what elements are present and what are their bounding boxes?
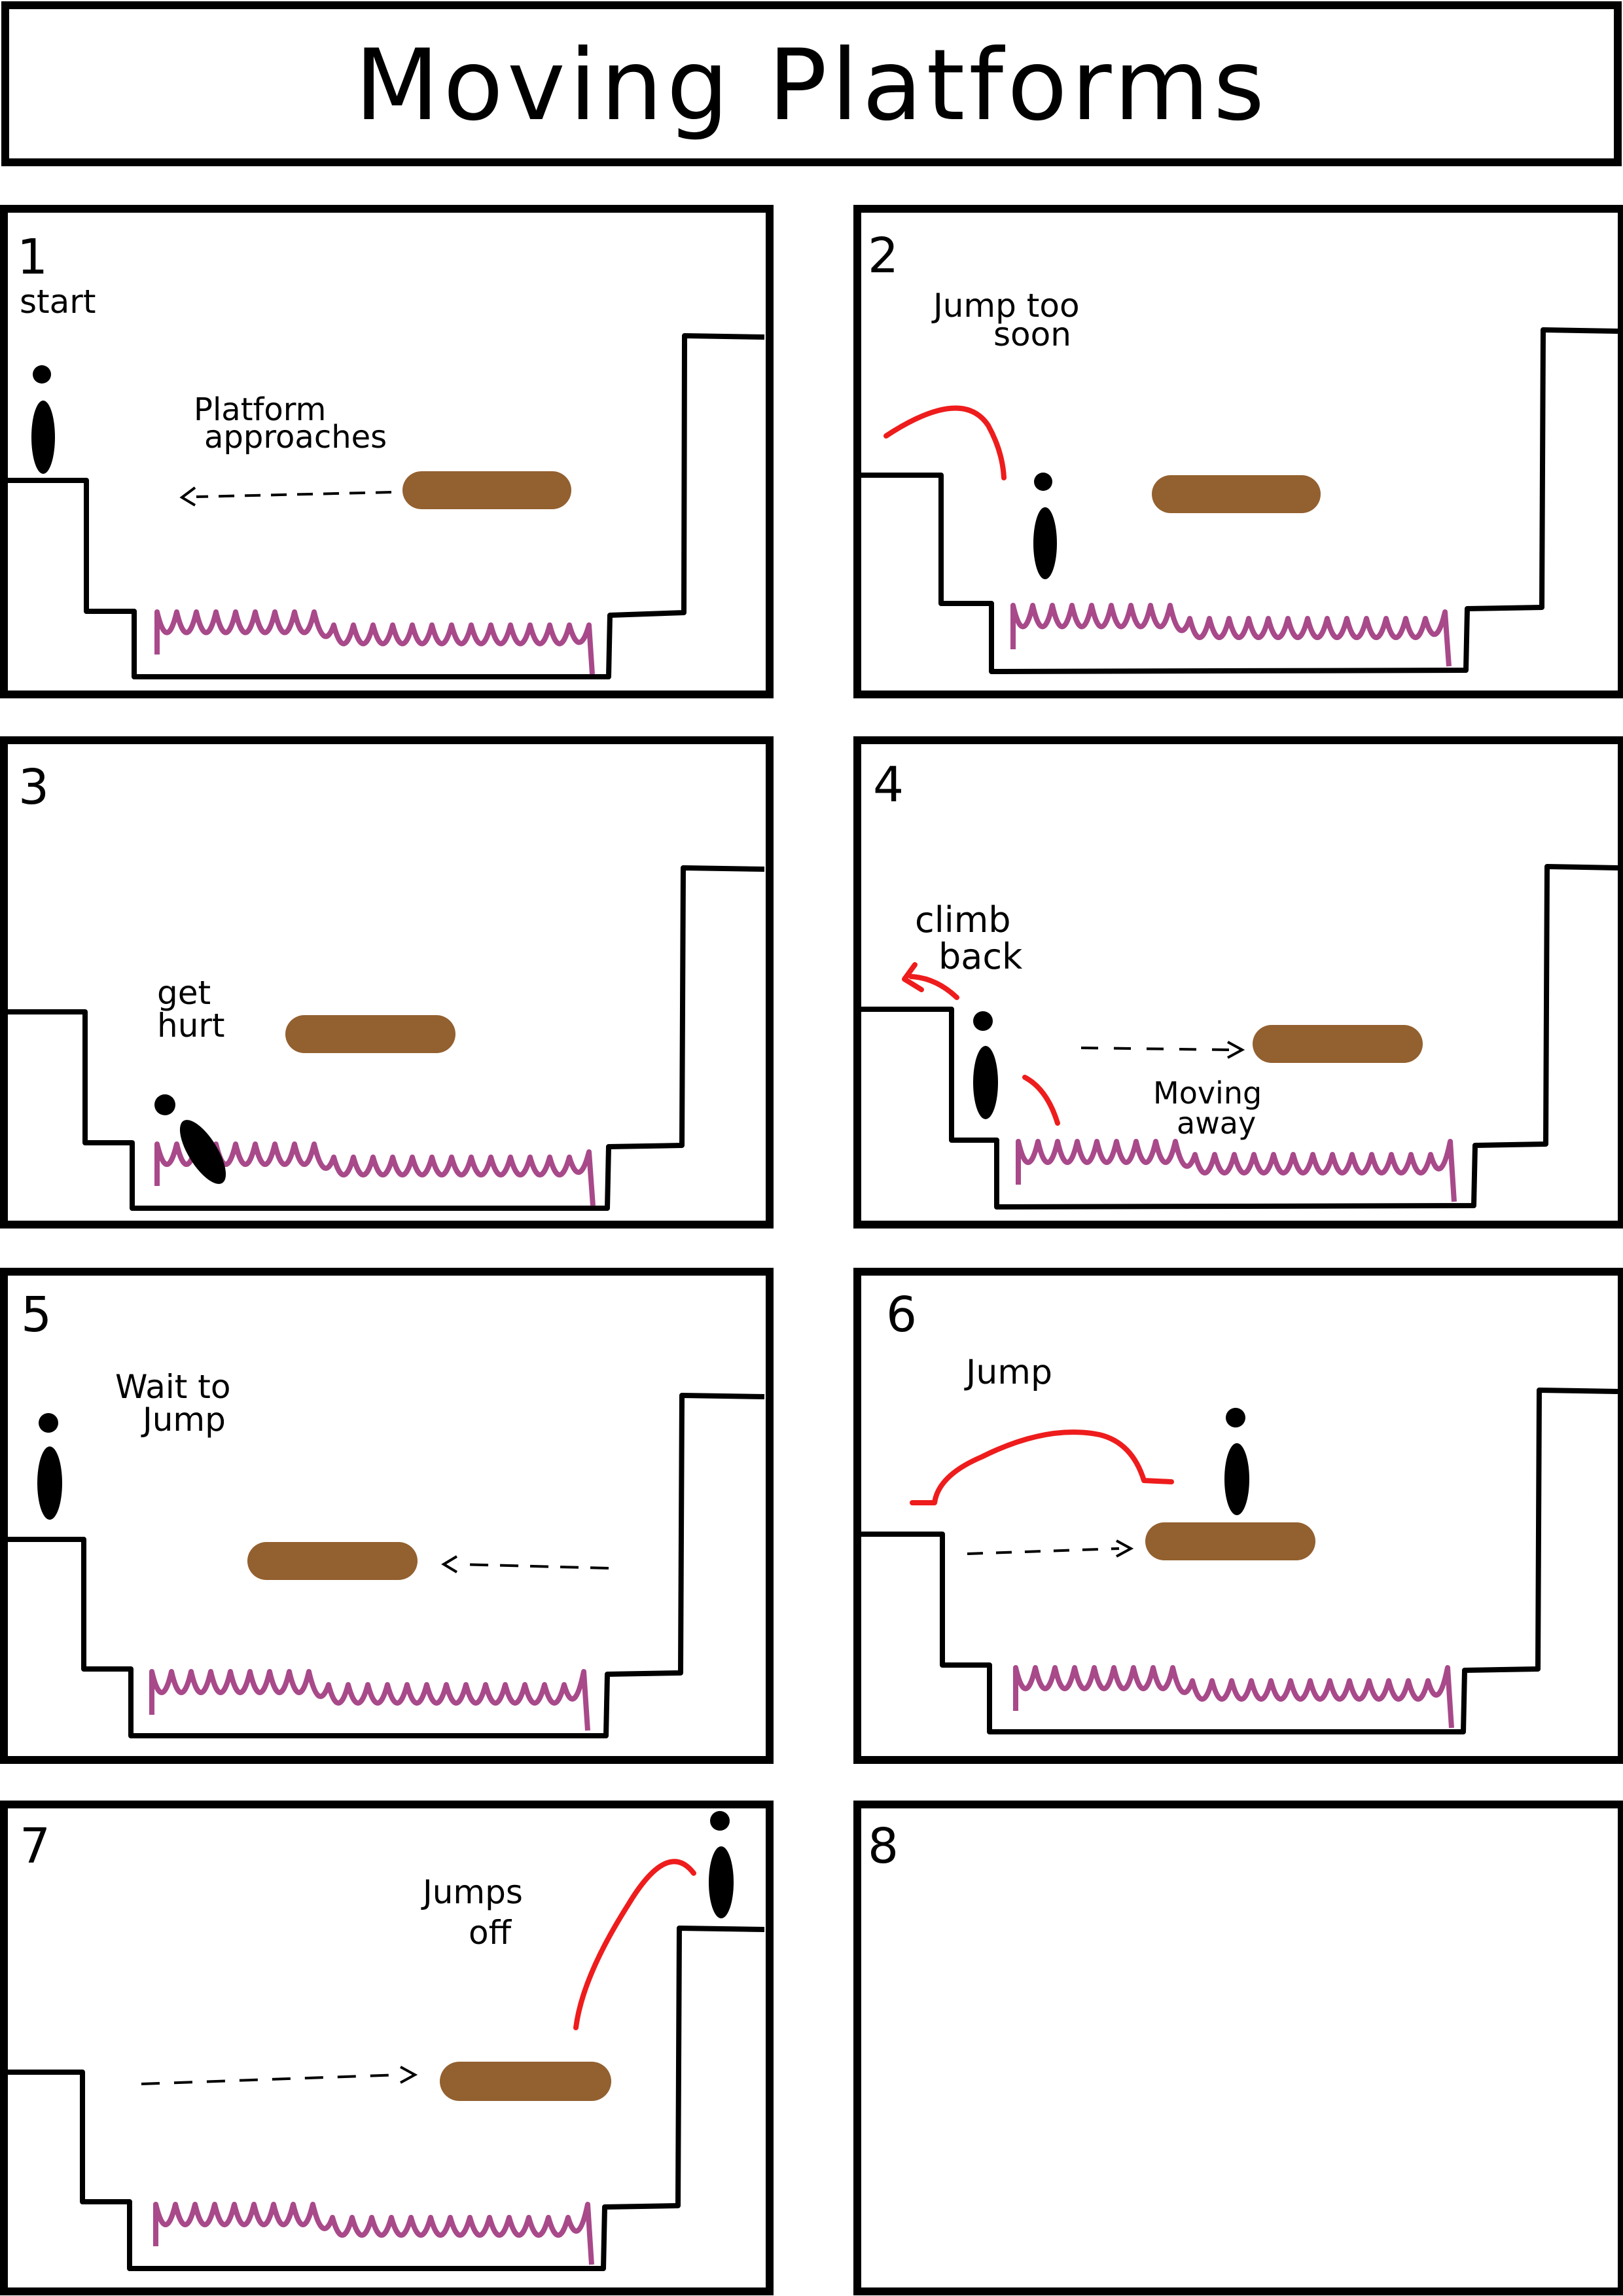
panel-number: 8 xyxy=(868,1818,899,1874)
terrain-outline xyxy=(861,327,1618,674)
panel-frame xyxy=(853,1268,1623,1764)
note-get: get xyxy=(157,974,211,1012)
note-platform: Platform xyxy=(194,391,326,428)
note-moving: Moving xyxy=(1153,1075,1262,1111)
note-away: away xyxy=(1177,1105,1256,1141)
note-back: back xyxy=(938,936,1023,977)
page-title: Moving Platforms xyxy=(355,29,1268,143)
panel-number: 1 xyxy=(17,229,48,285)
stick-figure-icon xyxy=(154,1094,226,1184)
panel-1: 1 start Platform approaches xyxy=(0,205,774,698)
note-approaches: approaches xyxy=(204,419,387,456)
jump-arc xyxy=(883,405,1007,480)
spike-pit xyxy=(153,2202,594,2265)
panel-number: 2 xyxy=(868,228,899,284)
jump-arc xyxy=(910,1429,1174,1505)
moving-platform xyxy=(247,1542,418,1580)
terrain-outline xyxy=(8,333,765,679)
spike-pit xyxy=(1013,1665,1454,1729)
note-soon: soon xyxy=(993,315,1071,353)
moving-platform xyxy=(285,1015,455,1053)
stick-figure-icon xyxy=(1224,1408,1249,1515)
jump-arc xyxy=(573,1859,696,2030)
panel-frame xyxy=(0,1801,774,2295)
panel-3: 3 get hurt xyxy=(0,736,774,1229)
terrain-outline xyxy=(861,864,1618,1210)
panel-2: 2 Jump too soon xyxy=(853,205,1623,698)
spike-pit xyxy=(154,609,595,675)
panel-number: 6 xyxy=(886,1287,917,1343)
terrain-outline xyxy=(8,865,765,1211)
stick-figure-icon xyxy=(709,1811,734,1918)
spike-pit xyxy=(1016,1139,1457,1202)
note-start: start xyxy=(20,283,96,321)
arrow-right-icon xyxy=(1080,1041,1245,1059)
spike-pit xyxy=(1010,603,1452,667)
note-jump: Jump xyxy=(141,1401,226,1439)
spike-pit xyxy=(149,1669,590,1731)
panel-5: 5 Wait to Jump xyxy=(0,1268,774,1764)
moving-platform xyxy=(402,471,571,509)
arrow-right-icon xyxy=(141,2066,418,2085)
moving-platform xyxy=(1145,1522,1315,1560)
panel-frame xyxy=(0,736,774,1229)
stick-figure-icon xyxy=(973,1011,998,1119)
panel-number: 5 xyxy=(21,1287,52,1343)
panel-number: 3 xyxy=(18,759,49,816)
spike-pit xyxy=(154,1141,596,1206)
terrain-outline xyxy=(8,1926,765,2271)
note-jump-too: Jump too xyxy=(931,287,1080,325)
terrain-outline xyxy=(861,1388,1618,1734)
stick-figure-icon xyxy=(37,1413,62,1520)
note-jumps: Jumps xyxy=(421,1873,523,1911)
panel-number: 7 xyxy=(20,1818,50,1874)
panel-frame xyxy=(853,736,1623,1229)
panel-number: 4 xyxy=(873,757,904,813)
note-jump: Jump xyxy=(964,1353,1052,1392)
panel-frame xyxy=(853,205,1623,698)
climb-arc xyxy=(1022,1075,1060,1126)
note-wait-to: Wait to xyxy=(115,1368,230,1406)
arrow-left-icon xyxy=(441,1555,609,1573)
panel-4: 4 climb back Moving away xyxy=(853,736,1623,1229)
arrow-left-icon xyxy=(179,486,392,507)
note-climb: climb xyxy=(915,899,1011,941)
panel-6: 6 Jump xyxy=(853,1268,1623,1764)
note-off: off xyxy=(469,1914,512,1952)
moving-platform xyxy=(1152,475,1321,513)
arrow-right-icon xyxy=(967,1539,1134,1558)
climb-back-arrow-icon xyxy=(902,962,959,1000)
panel-frame xyxy=(853,1801,1623,2295)
terrain-outline xyxy=(8,1393,765,1738)
panel-7: 7 Jumps off xyxy=(0,1801,774,2295)
title-frame xyxy=(1,1,1622,166)
panel-8: 8 xyxy=(853,1801,1623,2295)
stick-figure-icon xyxy=(1033,473,1057,579)
moving-platform xyxy=(440,2062,611,2101)
stick-figure-icon xyxy=(31,365,55,474)
note-hurt: hurt xyxy=(157,1007,225,1045)
moving-platform xyxy=(1253,1025,1423,1063)
